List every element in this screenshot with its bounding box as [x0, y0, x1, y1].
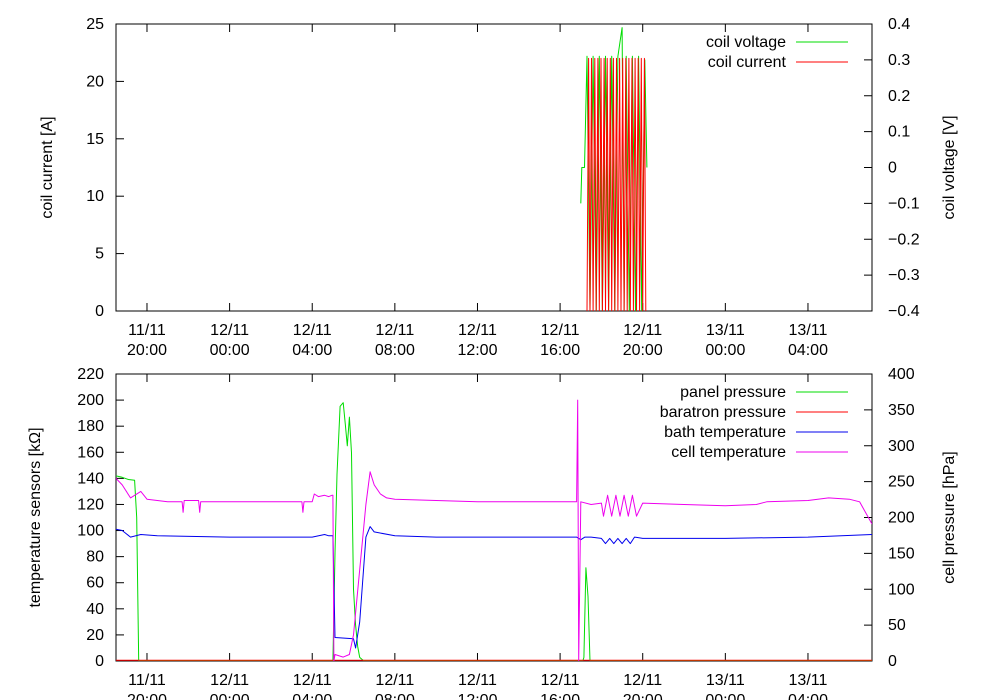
x-tick-label-time: 00:00 — [705, 692, 745, 700]
y-right-tick-label: −0.3 — [888, 267, 920, 284]
y-left-tick-label: 0 — [95, 653, 104, 670]
y-right-tick-label: 400 — [888, 366, 915, 383]
y-right-tick-label: −0.2 — [888, 231, 920, 248]
series-coil-voltage — [580, 27, 648, 311]
y-right-tick-label: 0.1 — [888, 124, 910, 141]
x-tick-label-date: 13/11 — [706, 322, 745, 339]
y-right-tick-label: 0.2 — [888, 88, 910, 105]
y-left-tick-label: 160 — [77, 444, 104, 461]
x-tick-label-time: 04:00 — [788, 692, 828, 700]
y-left-tick-label: 100 — [77, 523, 104, 540]
x-tick-label-date: 13/11 — [789, 672, 828, 689]
y-left-tick-label: 10 — [86, 188, 104, 205]
y-left-tick-label: 0 — [95, 303, 104, 320]
y-right-tick-label: 350 — [888, 402, 915, 419]
x-tick-label-time: 04:00 — [292, 342, 332, 359]
series-cell-temperature — [116, 399, 872, 661]
x-tick-label-time: 00:00 — [210, 342, 250, 359]
coil-chart: 0 5 10 15 20 25 −0.4 −0.3 −0.2 −0.1 0 0.1 0.2 0.3 0.4 1… — [39, 16, 958, 359]
x-tick-label-time: 20:00 — [623, 342, 663, 359]
x-tick-label-time: 20:00 — [127, 692, 167, 700]
y-right-tick-label: 150 — [888, 545, 915, 562]
y-left-tick-label: 80 — [86, 549, 104, 566]
x-tick-label-time: 12:00 — [457, 692, 497, 700]
y-left-tick-label: 140 — [77, 470, 104, 487]
legend-label: bath temperature — [664, 424, 786, 441]
y-right-tick-label: 0 — [888, 653, 897, 670]
y-left-tick-label: 5 — [95, 246, 104, 263]
x-tick-label-time: 16:00 — [540, 692, 580, 700]
y-right-axis-label: coil voltage [V] — [941, 115, 958, 219]
y-right-tick-label: 200 — [888, 510, 915, 527]
y-left-tick-label: 180 — [77, 418, 104, 435]
x-tick-label-date: 12/11 — [458, 672, 497, 689]
x-tick-label-time: 12:00 — [457, 342, 497, 359]
y-left-tick-label: 60 — [86, 575, 104, 592]
legend-label: coil current — [708, 54, 787, 71]
y-right-tick-label: 0 — [888, 160, 897, 177]
x-tick-label-date: 12/11 — [623, 322, 662, 339]
x-tick-label-date: 12/11 — [375, 672, 414, 689]
x-tick-label-date: 11/11 — [128, 322, 166, 339]
legend-label: coil voltage — [706, 34, 786, 51]
x-tick-label-time: 00:00 — [210, 692, 250, 700]
x-tick-label-time: 08:00 — [375, 342, 415, 359]
x-tick-label-date: 12/11 — [210, 322, 249, 339]
temperature-pressure-chart: 0 20 40 60 80 100 120 140 160 180 200 220 0 50 100 150 2… — [27, 366, 958, 700]
series-group — [116, 399, 872, 661]
x-tick-label-date: 12/11 — [293, 322, 332, 339]
legend-label: baratron pressure — [660, 404, 786, 421]
series-coil-current — [586, 57, 647, 311]
x-tick-label-time: 20:00 — [623, 692, 663, 700]
x-tick-label-date: 12/11 — [293, 672, 332, 689]
x-tick-label-date: 11/11 — [128, 672, 166, 689]
y-left-axis-label: temperature sensors [kΩ] — [27, 427, 44, 607]
y-right-axis-label: cell pressure [hPa] — [941, 451, 958, 584]
y-right-tick-label: −0.4 — [888, 303, 920, 320]
y-right-tick-label: 50 — [888, 617, 906, 634]
x-tick-label-date: 13/11 — [706, 672, 745, 689]
x-tick-label-date: 12/11 — [458, 322, 497, 339]
y-left-tick-label: 220 — [77, 366, 104, 383]
y-left-axis-label: coil current [A] — [39, 116, 56, 218]
y-right-tick-label: 0.3 — [888, 52, 910, 69]
y-right-tick-label: 300 — [888, 438, 915, 455]
y-left-tick-label: 25 — [86, 16, 104, 33]
y-left-tick-label: 20 — [86, 627, 104, 644]
y-right-tick-label: 100 — [888, 581, 915, 598]
y-left-tick-label: 40 — [86, 601, 104, 618]
y-right-tick-label: −0.1 — [888, 195, 920, 212]
x-tick-label-date: 12/11 — [541, 672, 580, 689]
series-bath-temperature — [116, 526, 872, 649]
x-tick-label-time: 08:00 — [375, 692, 415, 700]
y-left-tick-label: 120 — [77, 496, 104, 513]
y-right-tick-label: 250 — [888, 474, 915, 491]
y-left-tick-label: 15 — [86, 131, 104, 148]
x-tick-label-time: 00:00 — [705, 342, 745, 359]
x-tick-label-time: 16:00 — [540, 342, 580, 359]
x-tick-label-date: 12/11 — [541, 322, 580, 339]
y-left-tick-label: 20 — [86, 73, 104, 90]
x-tick-label-date: 12/11 — [210, 672, 249, 689]
x-tick-label-time: 04:00 — [292, 692, 332, 700]
x-tick-label-date: 13/11 — [789, 322, 828, 339]
x-tick-label-date: 12/11 — [623, 672, 662, 689]
series-panel-pressure — [116, 402, 872, 661]
y-right-tick-label: 0.4 — [888, 16, 910, 33]
legend-label: cell temperature — [671, 444, 786, 461]
series-group — [580, 27, 648, 311]
x-tick-label-time: 04:00 — [788, 342, 828, 359]
x-tick-label-time: 20:00 — [127, 342, 167, 359]
x-tick-label-date: 12/11 — [375, 322, 414, 339]
y-left-tick-label: 200 — [77, 392, 104, 409]
legend-label: panel pressure — [680, 384, 786, 401]
